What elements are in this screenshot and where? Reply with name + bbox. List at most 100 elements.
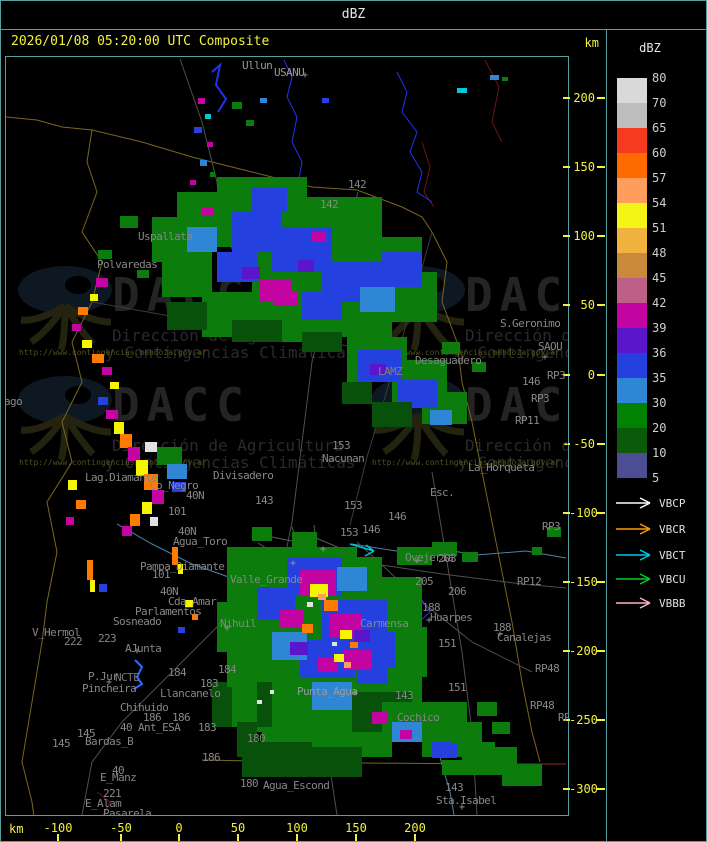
map-boundary-line (349, 543, 375, 557)
colorbar-tick-label: 54 (652, 196, 667, 210)
panel-divider (606, 29, 607, 841)
radar-echo (502, 764, 542, 786)
y-axis-tick (597, 374, 605, 376)
radar-echo (382, 252, 422, 287)
x-axis-tick-label: 0 (175, 821, 183, 835)
radar-echo (172, 482, 186, 492)
radar-echo (350, 642, 358, 648)
map-boundary-line (96, 791, 111, 815)
x-axis-tick (120, 834, 122, 841)
legend-arrow-label: VBCU (659, 573, 686, 586)
colorbar-tick-label: 60 (652, 146, 667, 160)
map-label: Ovejeria (405, 551, 454, 564)
radar-echo (98, 250, 112, 259)
legend-arrow-item: VBCT (614, 548, 706, 564)
y-axis-tick-label: 100 (573, 229, 595, 243)
radar-echo (120, 434, 132, 448)
radar-echo (232, 320, 282, 342)
colorbar-tick-label: 35 (652, 371, 667, 385)
legend-arrow-label: VBCP (659, 497, 686, 510)
radar-echo (502, 77, 508, 81)
y-axis-tick-inner (563, 443, 570, 445)
map-label: Co_Negro (150, 479, 199, 492)
station-marker: + (106, 677, 113, 688)
station-marker: + (459, 802, 466, 813)
radar-echo (92, 354, 104, 363)
x-axis-tick (296, 834, 298, 841)
watermark-url: http://www.contingencias.mendoza.gov.ar (372, 458, 560, 467)
radar-echo (205, 114, 211, 119)
x-axis-tick-label: 50 (230, 821, 246, 835)
colorbar-swatch (617, 278, 647, 303)
map-label: 205 (415, 575, 434, 588)
map-label: Nihuil (220, 617, 257, 630)
map-label: Uspallata (138, 230, 193, 243)
radar-echo (202, 207, 214, 216)
radar-echo (78, 307, 88, 315)
watermark-line1: Dirección de Agricultura (465, 326, 568, 345)
radar-echo (302, 624, 313, 633)
dacc-logo-watermark (18, 376, 112, 462)
radar-echo (372, 402, 412, 427)
map-label: 146 (388, 510, 407, 523)
map-label: 151 (448, 681, 467, 694)
radar-echo (194, 127, 202, 133)
radar-echo (130, 514, 140, 526)
radar-map[interactable]: DACC Dirección de Agricultura y Contingenc… (5, 56, 569, 816)
radar-echo (462, 552, 478, 562)
radar-echo (120, 216, 138, 228)
map-label: 183 (198, 721, 217, 734)
y-axis-unit: km (584, 36, 599, 50)
radar-echo (157, 447, 182, 465)
radar-echo (532, 547, 542, 555)
map-label: SAOU (538, 340, 563, 353)
radar-echo (237, 722, 257, 757)
station-marker: + (290, 558, 297, 569)
title-bar: dBZ (1, 1, 706, 30)
radar-echo (185, 600, 193, 607)
y-axis-tick (597, 512, 605, 514)
map-boundary-line (431, 231, 541, 763)
colorbar-swatch (617, 228, 647, 253)
y-axis-tick (597, 166, 605, 168)
watermark-line2: y Contingencias Climáticas (105, 343, 356, 362)
radar-echo (490, 75, 499, 80)
y-axis-tick-label: -100 (569, 506, 598, 520)
map-label: 221 (103, 787, 122, 800)
map-label: 206 (448, 585, 467, 598)
map-label: 142 (320, 198, 339, 211)
map-label: Nacunan (322, 452, 365, 465)
radar-echo (332, 642, 337, 646)
radar-echo (137, 270, 149, 278)
map-label: Pasarela (103, 807, 152, 816)
map-label: S.Geronimo (500, 317, 561, 330)
radar-echo (114, 422, 124, 434)
map-label: Parlamentos (135, 605, 202, 618)
y-axis-tick-inner (563, 166, 570, 168)
y-axis-tick-label: -300 (569, 782, 598, 796)
vbbb-arrow-icon (616, 597, 651, 609)
radar-echo (292, 532, 317, 548)
map-label: NCTE (115, 671, 140, 684)
radar-echo (344, 650, 372, 670)
map-label: La_Horqueta (468, 461, 535, 474)
radar-echo (99, 584, 107, 592)
radar-echo (162, 257, 212, 297)
radar-echo (337, 567, 367, 591)
y-axis-tick (597, 443, 605, 445)
map-label: 180 (240, 777, 259, 790)
colorbar-tick-label: 70 (652, 96, 667, 110)
map-label: Lag.Diamante (85, 471, 158, 484)
y-axis-tick-label: -200 (569, 644, 598, 658)
map-label: Ant_ESA (138, 721, 181, 734)
vbcp-arrow-icon (616, 497, 651, 509)
radar-echo (342, 382, 372, 404)
colorbar-tick-label: 10 (652, 446, 667, 460)
map-label: AJunta (125, 642, 162, 655)
radar-echo (257, 700, 262, 704)
watermark-acronym: DACC (112, 378, 251, 432)
colorbar-tick-label: 80 (652, 71, 667, 85)
radar-echo (252, 527, 272, 541)
y-axis-tick-label: 50 (580, 298, 595, 312)
map-label: Pampa_Diamante (140, 560, 225, 573)
